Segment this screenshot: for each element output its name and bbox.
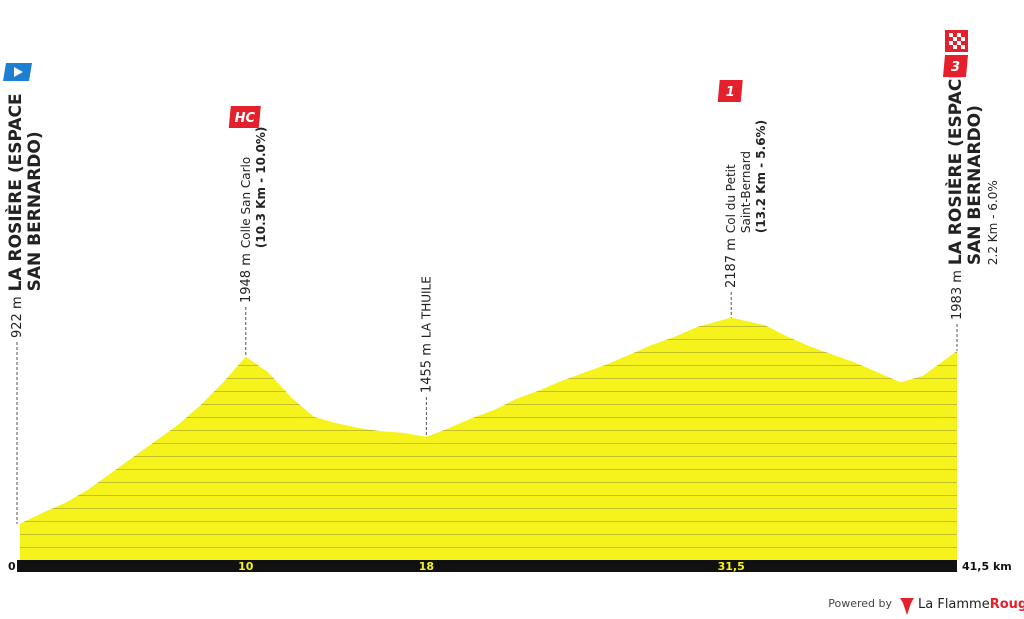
start-arrow <box>14 67 23 77</box>
axis-bar <box>17 560 957 572</box>
brand-accent: Rouge <box>990 597 1024 612</box>
category-badge <box>943 55 968 77</box>
brand-name: La Flamme <box>918 597 990 612</box>
finish-flag-check <box>961 37 965 41</box>
finish-flag-check <box>961 45 965 49</box>
altitude-label: 1983 m <box>950 270 965 320</box>
waypoint-name: SAN BERNARDO) <box>25 131 45 291</box>
brand: La FlammeRouge <box>918 597 1024 612</box>
powered-by: Powered by <box>828 597 892 610</box>
finish-flag-check <box>949 33 953 37</box>
waypoint-name: Col du Petit <box>724 164 738 233</box>
x-tick-label: 10 <box>238 560 254 573</box>
x-tick-label: 18 <box>419 560 434 573</box>
waypoint-name: LA ROSIÈRE (ESPACE <box>944 67 966 265</box>
waypoint-name: SAN BERNARDO) <box>965 105 985 265</box>
x-tick-label: 31,5 <box>718 560 745 573</box>
finish-flag-check <box>949 41 953 45</box>
category-label: HC <box>235 111 256 126</box>
waypoint-name: Saint-Bernard <box>739 151 753 233</box>
finish-flag-check <box>957 41 961 45</box>
category-badge <box>228 106 261 128</box>
x-tick-label: 41,5 km <box>962 560 1012 573</box>
category-label: 1 <box>726 85 735 100</box>
altitude-label: 922 m <box>10 296 25 338</box>
altitude-label: 2187 m <box>724 238 739 288</box>
category-badge <box>717 80 743 102</box>
category-label: 3 <box>951 60 960 75</box>
x-tick-label: 0 <box>8 560 16 573</box>
finish-flag-check <box>957 33 961 37</box>
altitude-label: 1948 m <box>239 253 254 303</box>
waypoint-name: Colle San Carlo <box>239 157 253 248</box>
waypoint-name: LA THUILE <box>419 276 433 338</box>
finish-flag-check <box>953 37 957 41</box>
waypoint-name: LA ROSIÈRE (ESPACE <box>4 93 26 291</box>
waypoint-detail: 2.2 Km - 6.0% <box>986 180 1000 265</box>
profile-hatch <box>20 317 957 560</box>
altitude-label: 1455 m <box>419 343 434 393</box>
brand-logo <box>900 598 914 615</box>
finish-flag-check <box>953 45 957 49</box>
waypoint-detail: (10.3 Km - 10.0%) <box>254 127 268 249</box>
waypoint-detail: (13.2 Km - 5.6%) <box>754 120 768 233</box>
